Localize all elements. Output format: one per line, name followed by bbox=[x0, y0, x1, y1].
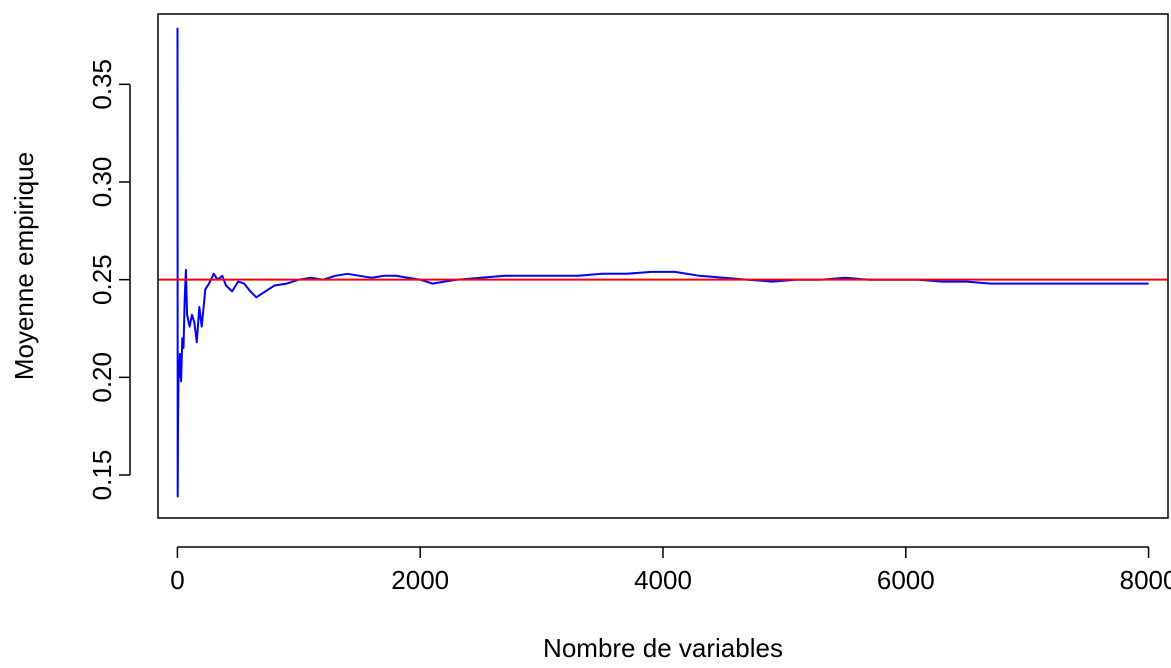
x-axis-title: Nombre de variables bbox=[543, 633, 783, 663]
plot-frame bbox=[157, 13, 1169, 519]
y-axis: 0.15 0.20 0.25 0.30 0.35 bbox=[87, 59, 131, 501]
y-axis-title: Moyenne empirique bbox=[9, 152, 39, 380]
x-tick-label: 6000 bbox=[877, 565, 935, 595]
x-tick-label: 4000 bbox=[634, 565, 692, 595]
y-tick-label: 0.25 bbox=[87, 254, 117, 305]
y-tick-label: 0.15 bbox=[87, 450, 117, 501]
y-tick-label: 0.35 bbox=[87, 59, 117, 110]
series-line bbox=[176, 27, 1149, 498]
x-tick-label: 2000 bbox=[391, 565, 449, 595]
x-tick-label: 0 bbox=[170, 565, 184, 595]
plot-lines bbox=[158, 27, 1168, 498]
y-tick-label: 0.20 bbox=[87, 352, 117, 403]
x-tick-label: 8000 bbox=[1120, 565, 1171, 595]
y-tick-label: 0.30 bbox=[87, 157, 117, 208]
x-axis: 0 2000 4000 6000 8000 bbox=[170, 546, 1171, 595]
